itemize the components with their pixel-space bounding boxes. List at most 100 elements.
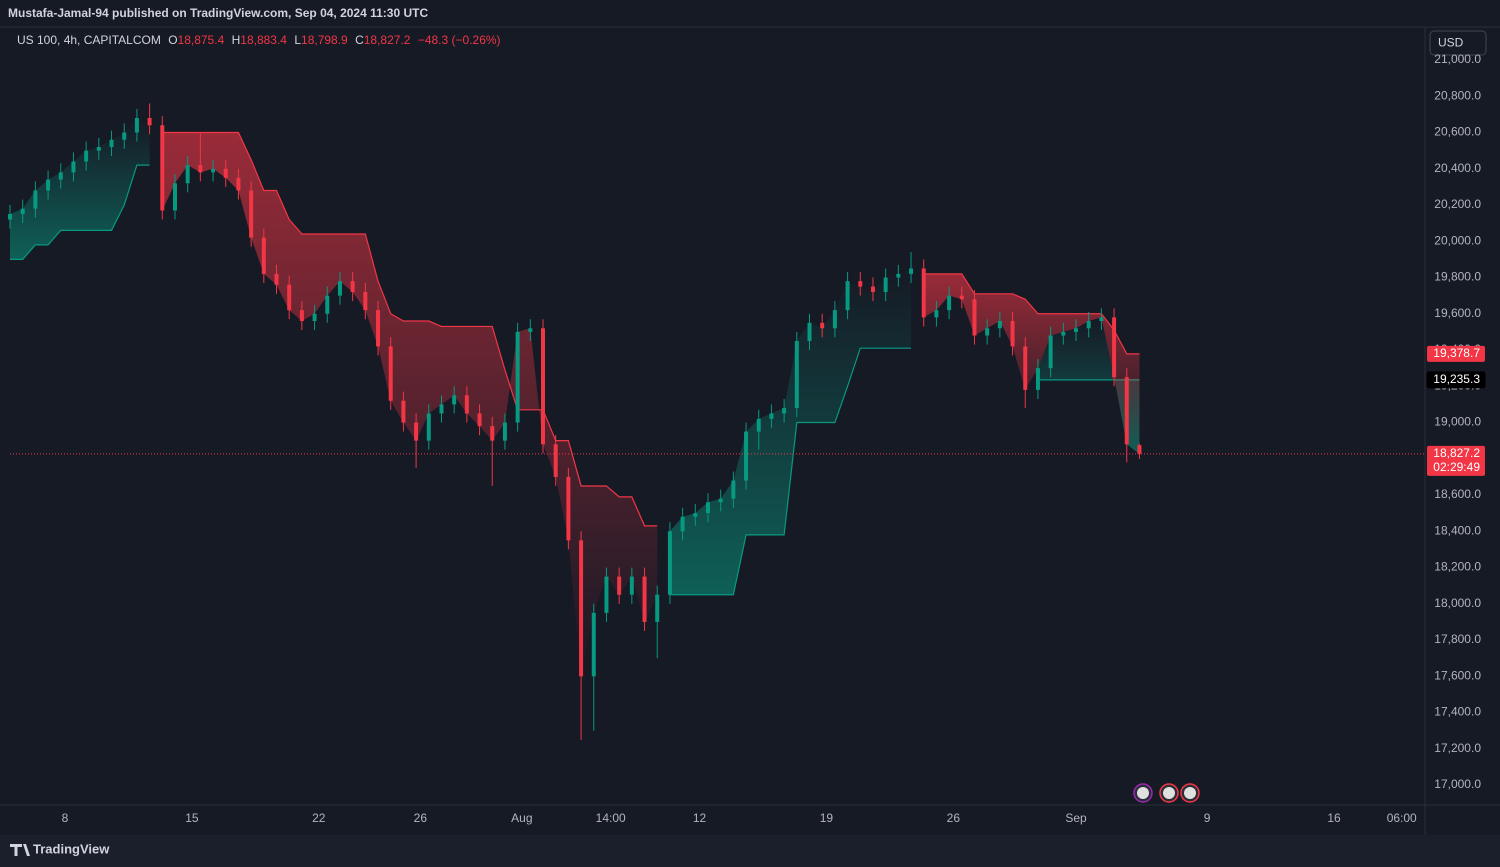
candle-body xyxy=(794,340,799,409)
price-label-box xyxy=(1427,345,1485,362)
currency-button[interactable] xyxy=(1429,30,1487,56)
candle-body xyxy=(1112,317,1117,378)
candle-body xyxy=(1099,317,1104,322)
band-fill xyxy=(1037,317,1140,454)
event-icons xyxy=(1133,783,1200,803)
candle-body xyxy=(84,150,89,162)
candle-body xyxy=(782,408,787,414)
candle-body xyxy=(541,328,546,445)
price-label-box xyxy=(1427,445,1485,476)
x-tick-label: 8 xyxy=(62,811,69,825)
candle-body xyxy=(769,413,774,419)
x-tick-label: 14:00 xyxy=(596,811,626,825)
candle-body xyxy=(401,400,406,423)
y-tick-label: 17,000.0 xyxy=(1434,777,1481,791)
candle-body xyxy=(185,165,190,184)
candle-body xyxy=(693,513,698,517)
candle-body xyxy=(832,310,837,329)
candle-body xyxy=(1074,328,1079,332)
candle-body xyxy=(211,168,216,173)
candle-body xyxy=(452,395,457,405)
y-tick-label: 19,600.0 xyxy=(1434,306,1481,320)
candle-body xyxy=(756,418,761,432)
candle-body xyxy=(553,444,558,477)
y-tick-label: 19,800.0 xyxy=(1434,270,1481,284)
x-tick-label: 26 xyxy=(947,811,961,825)
legend-value: 18,875.4 xyxy=(178,33,225,47)
candle-body xyxy=(337,281,342,296)
candle-body xyxy=(845,281,850,311)
x-tick-label: 12 xyxy=(693,811,707,825)
candle-body xyxy=(1061,331,1066,336)
price-label: 18,827.2 xyxy=(1433,446,1480,460)
resistance-line xyxy=(162,131,1140,527)
candle-body xyxy=(414,422,419,441)
candle-body xyxy=(972,299,977,336)
x-tick-label: Aug xyxy=(511,811,532,825)
candle-body xyxy=(820,322,825,329)
candle-body xyxy=(325,295,330,314)
band-fill xyxy=(162,132,658,677)
candle-body xyxy=(629,576,634,595)
currency-label[interactable]: USD xyxy=(1438,36,1464,50)
candle-body xyxy=(566,476,571,541)
candle-body xyxy=(350,281,355,293)
legend-value: 18,827.2 xyxy=(364,33,411,47)
x-tick-label: 15 xyxy=(185,811,199,825)
countdown: 02:29:49 xyxy=(1433,460,1480,474)
candle-body xyxy=(490,426,495,441)
candle-body xyxy=(579,540,584,677)
candle-body xyxy=(617,576,622,595)
legend: US 100, 4h, CAPITALCOM O18,875.4 H18,883… xyxy=(17,33,501,47)
candle-body xyxy=(376,310,381,347)
candle-body xyxy=(46,179,51,191)
candle-body xyxy=(274,273,279,285)
candle-body xyxy=(997,321,1002,329)
candle-body xyxy=(223,168,228,178)
candle-body xyxy=(934,310,939,318)
y-tick-label: 17,400.0 xyxy=(1434,705,1481,719)
candle-body xyxy=(8,214,12,220)
x-tick-label: 26 xyxy=(414,811,428,825)
price-label-box xyxy=(1426,371,1486,389)
candle-body xyxy=(71,161,76,173)
candle-body xyxy=(363,292,368,311)
candle-body xyxy=(299,310,304,322)
y-tick-label: 18,200.0 xyxy=(1434,560,1481,574)
plot-area xyxy=(8,103,1425,740)
candle-body xyxy=(426,413,431,441)
y-tick-label: 20,000.0 xyxy=(1434,233,1481,247)
candle-body xyxy=(172,183,177,211)
candle-body xyxy=(1023,346,1028,390)
candle-body xyxy=(858,281,863,287)
x-tick-label: Sep xyxy=(1065,811,1087,825)
candle-body xyxy=(109,139,114,147)
candle-body xyxy=(502,422,507,441)
candle-body xyxy=(1086,321,1091,329)
candle-body xyxy=(236,177,241,191)
candle-body xyxy=(249,190,254,238)
candle-body xyxy=(870,286,875,293)
candle-body xyxy=(261,237,266,274)
candle-body xyxy=(312,313,317,322)
brand-name: TradingView xyxy=(33,841,110,856)
x-tick-label: 06:00 xyxy=(1387,811,1417,825)
candle-body xyxy=(160,125,165,211)
y-tick-label: 18,000.0 xyxy=(1434,596,1481,610)
candle-body xyxy=(122,132,127,140)
y-tick-label: 17,800.0 xyxy=(1434,632,1481,646)
legend-change: −48.3 (−0.26%) xyxy=(418,33,501,47)
candle-body xyxy=(287,284,292,311)
band-fill xyxy=(669,268,912,595)
y-tick-label: 20,600.0 xyxy=(1434,125,1481,139)
candle-body xyxy=(642,576,647,622)
candle-body xyxy=(883,277,888,293)
candle-body xyxy=(604,576,609,613)
y-tick-label: 17,600.0 xyxy=(1434,668,1481,682)
candle-body xyxy=(1137,445,1142,454)
y-tick-label: 17,200.0 xyxy=(1434,741,1481,755)
legend-key: O xyxy=(168,33,177,47)
candle-body xyxy=(1010,321,1015,347)
